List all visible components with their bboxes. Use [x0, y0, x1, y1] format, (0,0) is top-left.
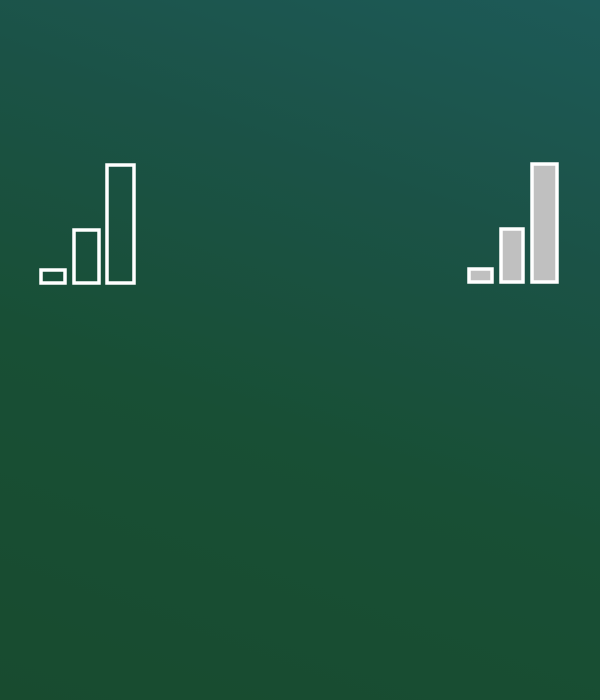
signal-strength-icon — [39, 163, 136, 285]
signal-strength-icon — [467, 162, 559, 284]
signal-bar-2 — [72, 228, 101, 285]
signal-strength-icon-filled[interactable] — [466, 160, 566, 290]
signal-bar-1 — [39, 268, 67, 285]
signal-bar-1 — [467, 267, 494, 284]
signal-bar-3 — [530, 162, 559, 284]
signal-bar-3 — [105, 163, 136, 285]
signal-bar-2 — [499, 227, 525, 284]
signal-strength-icon-outline[interactable] — [38, 160, 138, 290]
